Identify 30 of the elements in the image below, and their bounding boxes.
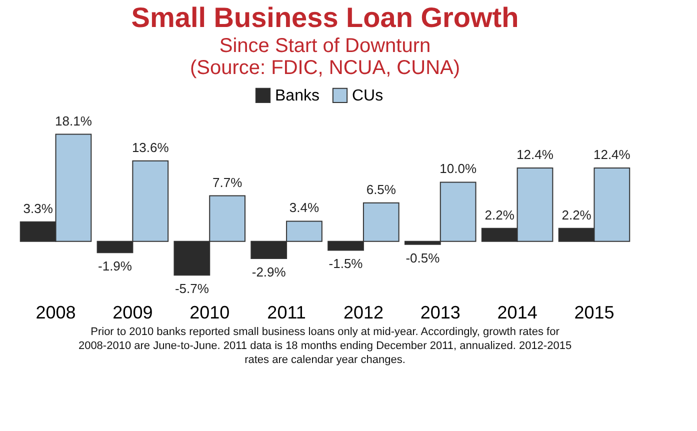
data-label: 2.2% xyxy=(484,207,515,222)
data-label: 2.2% xyxy=(562,207,592,222)
chart-subtitle: Since Start of Downturn xyxy=(219,35,431,57)
x-tick-label: 2009 xyxy=(112,302,153,322)
text: Prior to 2010 banks reported small business loans only at mid-year. Accordingly, growth rates for 2008-2010 are June-to-June. 2011 data is 18 months ending December 2011, annualized. 2012-2015 rates are calendar year changes. xyxy=(78,326,572,366)
x-tick-label: 2011 xyxy=(267,302,306,322)
data-label: -1.5% xyxy=(328,256,364,272)
x-tick-label: 2014 xyxy=(497,302,538,322)
data-label: 12.4% xyxy=(516,146,554,162)
data-label: -2.9% xyxy=(252,264,286,280)
data-label: -1.9% xyxy=(98,258,132,274)
data-label: 18.1% xyxy=(55,113,92,128)
data-label: 3.4% xyxy=(289,200,320,216)
data-label: 13.6% xyxy=(132,140,170,155)
legend-label: CUs xyxy=(352,87,384,104)
x-tick-label: 2010 xyxy=(190,302,230,322)
x-tick-label: 2013 xyxy=(420,302,460,322)
data-label: 7.7% xyxy=(212,174,243,190)
data-label: -0.5% xyxy=(406,250,440,266)
data-label: 3.3% xyxy=(23,200,54,216)
data-label: 10.0% xyxy=(440,161,477,176)
chart-title: Small Business Loan Growth xyxy=(131,2,519,33)
data-label: 12.4% xyxy=(593,146,631,162)
x-tick-label: 2012 xyxy=(343,302,384,322)
x-tick-label: 2008 xyxy=(36,302,76,322)
text: (Source: FDIC, NCUA, CUNA) xyxy=(190,57,460,79)
legend-label: Banks xyxy=(275,87,320,104)
data-label: 6.5% xyxy=(366,182,396,197)
x-tick-label: 2015 xyxy=(574,302,614,322)
data-label: -5.7% xyxy=(174,281,210,296)
